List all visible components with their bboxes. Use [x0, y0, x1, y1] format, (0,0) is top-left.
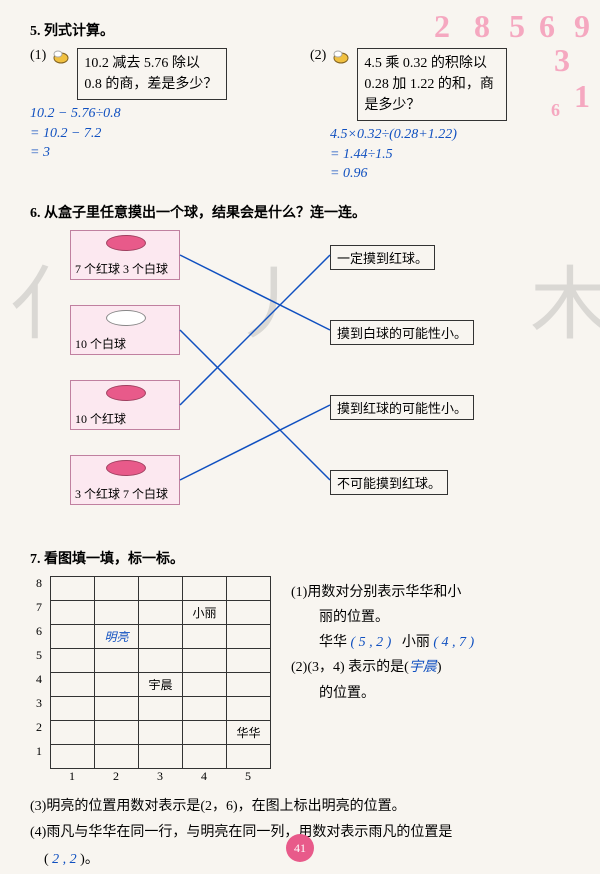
hw-line: = 3	[30, 143, 290, 163]
y-label: 2	[36, 720, 42, 735]
ball-icon	[106, 310, 146, 326]
q6-answer-3: 摸到红球的可能性小。	[330, 395, 474, 420]
y-label: 8	[36, 576, 42, 591]
q5-p1-box: 10.2 减去 5.76 除以 0.8 的商，差是多少？	[77, 48, 227, 100]
q7-title: 7. 看图填一填，标一标。	[30, 548, 570, 568]
ball-icon	[106, 385, 146, 401]
q6-box-4: 3 个红球 7 个白球	[70, 455, 180, 505]
page-number-badge: 41	[286, 834, 314, 862]
q7-r1b: 丽的位置。	[291, 605, 570, 630]
xl-ans: ( 4 , 7 )	[433, 635, 474, 650]
y-label: 7	[36, 600, 42, 615]
q6-box-1: 7 个红球 3 个白球	[70, 230, 180, 280]
hw-line: = 1.44÷1.5	[330, 145, 570, 165]
y-label: 6	[36, 624, 42, 639]
q7-r2a: (2)(3，4) 表示的是(	[291, 660, 409, 675]
hw-line: = 10.2 − 7.2	[30, 124, 290, 144]
q6-box-label: 7 个红球 3 个白球	[75, 262, 168, 276]
cell-xiaoli: 小丽	[183, 600, 227, 624]
q7-b4ans: 2 , 2	[49, 852, 81, 867]
q5-p2-box: 4.5 乘 0.32 的积除以 0.28 加 1.22 的和，商是多少？	[357, 48, 507, 121]
q5-part2: (2) 4.5 乘 0.32 的积除以 0.28 加 1.22 的和，商是多少？…	[310, 48, 570, 184]
q7-r2c: 的位置。	[291, 681, 570, 706]
q6-answer-1: 一定摸到红球。	[330, 245, 435, 270]
bee-icon	[50, 48, 72, 66]
q5-part1: (1) 10.2 减去 5.76 除以 0.8 的商，差是多少？ 10.2 − …	[30, 48, 290, 184]
q5-p1-num: (1)	[30, 48, 46, 64]
x-label: 3	[138, 769, 182, 784]
q6-answer-2: 摸到白球的可能性小。	[330, 320, 474, 345]
q6-box-2: 10 个白球	[70, 305, 180, 355]
q6-title: 6. 从盒子里任意摸出一个球，结果会是什么？连一连。	[30, 202, 570, 222]
q7-r2b: )	[437, 660, 442, 675]
question-7: 7. 看图填一填，标一标。 8 7 6 5 4 3 2 1 小丽 明亮 宇晨 华…	[30, 548, 570, 874]
watermark-brush: 丿	[230, 240, 310, 356]
q7-b4c: )。	[80, 852, 99, 867]
q7-r2ans: 宇晨	[409, 660, 437, 675]
hw-line: 10.2 − 5.76÷0.8	[30, 104, 290, 124]
q7-r1: (1)用数对分别表示华华和小	[291, 580, 570, 605]
xl-label: 小丽	[402, 635, 430, 650]
x-label: 4	[182, 769, 226, 784]
hh-label: 华华	[319, 635, 347, 650]
q7-right-text: (1)用数对分别表示华华和小 丽的位置。 华华 ( 5 , 2 ) 小丽 ( 4…	[291, 576, 570, 784]
x-label: 2	[94, 769, 138, 784]
question-5: 5. 列式计算。 (1) 10.2 减去 5.76 除以 0.8 的商，差是多少…	[30, 20, 570, 184]
ball-icon	[106, 235, 146, 251]
cell-mingliang: 明亮	[95, 624, 139, 648]
watermark-num: 1	[574, 78, 590, 115]
cell-huahua: 华华	[227, 720, 271, 744]
ball-icon	[106, 460, 146, 476]
q6-box-label: 3 个红球 7 个白球	[75, 487, 168, 501]
cell-yuchen: 宇晨	[139, 672, 183, 696]
q5-p2-work: 4.5×0.32÷(0.28+1.22) = 1.44÷1.5 = 0.96	[330, 125, 570, 184]
x-label: 1	[50, 769, 94, 784]
bee-icon	[330, 48, 352, 66]
q5-p1-work: 10.2 − 5.76÷0.8 = 10.2 − 7.2 = 3	[30, 104, 290, 163]
question-6: 6. 从盒子里任意摸出一个球，结果会是什么？连一连。 亻 丿 木 7 个红球 3…	[30, 202, 570, 530]
q5-title: 5. 列式计算。	[30, 20, 570, 40]
y-label: 1	[36, 744, 42, 759]
q6-box-label: 10 个红球	[75, 412, 126, 426]
watermark-brush: 木	[530, 240, 600, 356]
y-label: 5	[36, 648, 42, 663]
q6-answer-4: 不可能摸到红球。	[330, 470, 448, 495]
hw-line: 4.5×0.32÷(0.28+1.22)	[330, 125, 570, 145]
hw-line: = 0.96	[330, 164, 570, 184]
hh-ans: ( 5 , 2 )	[351, 635, 392, 650]
y-label: 4	[36, 672, 42, 687]
q7-grid: 8 7 6 5 4 3 2 1 小丽 明亮 宇晨 华华 1 2 3 4	[30, 576, 271, 784]
x-label: 5	[226, 769, 270, 784]
q7-b3: (3)明亮的位置用数对表示是(2，6)，在图上标出明亮的位置。	[30, 794, 570, 821]
watermark-num: 9	[574, 8, 590, 45]
q6-box-3: 10 个红球	[70, 380, 180, 430]
q6-box-label: 10 个白球	[75, 337, 126, 351]
q5-p2-num: (2)	[310, 48, 326, 64]
y-label: 3	[36, 696, 42, 711]
